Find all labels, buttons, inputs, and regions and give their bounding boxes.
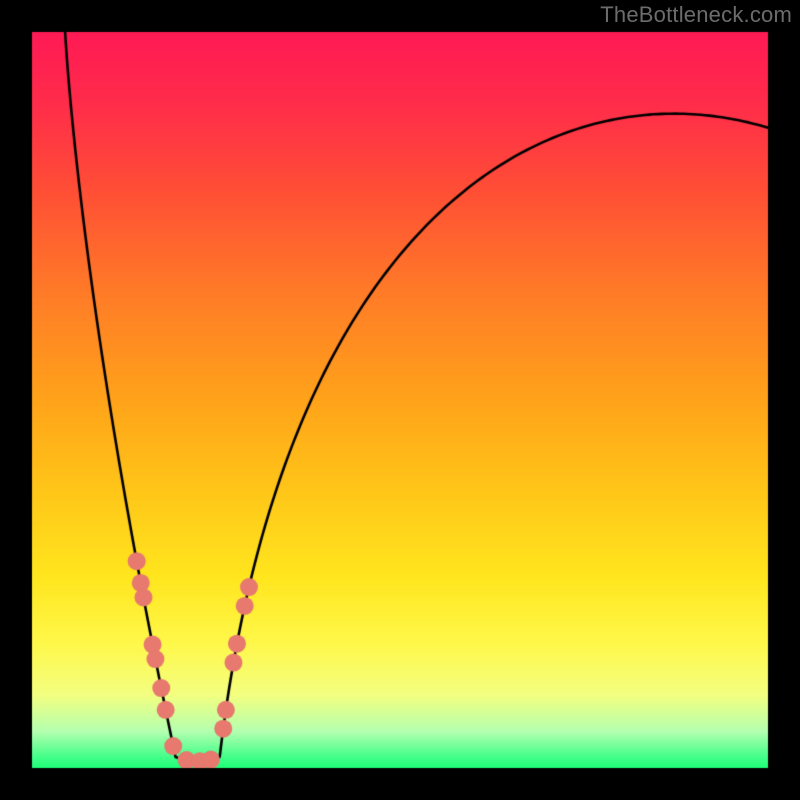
chart-canvas	[0, 0, 800, 800]
chart-stage: TheBottleneck.com	[0, 0, 800, 800]
watermark-label: TheBottleneck.com	[600, 2, 792, 28]
